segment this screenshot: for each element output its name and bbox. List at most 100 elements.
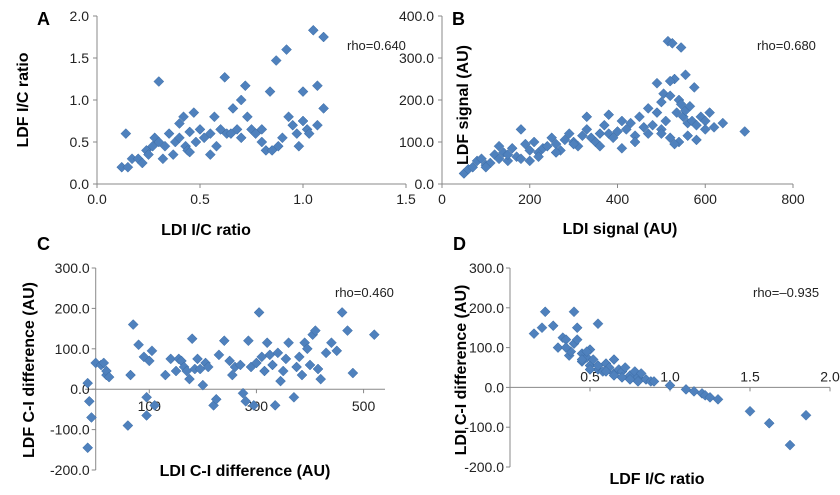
y-tick-label: 300.0 <box>55 260 90 276</box>
data-point <box>520 138 531 150</box>
data-point <box>248 400 260 411</box>
y-tick-label: 200.0 <box>399 92 434 108</box>
data-point <box>675 98 687 110</box>
data-point <box>651 77 663 89</box>
y-tick-label: 200.0 <box>469 300 504 316</box>
data-point <box>571 334 583 345</box>
x-tick-label: 0.0 <box>87 191 107 207</box>
data-point <box>261 337 273 349</box>
x-tick-label: 1.5 <box>396 191 416 207</box>
data-point <box>638 121 650 133</box>
data-point <box>612 126 623 137</box>
panel-b: 0 200 400 600 800 0.0 100.0 200.0 300.0 400.0 Brho… <box>399 8 816 238</box>
data-point <box>82 377 94 389</box>
data-point <box>642 103 654 114</box>
panel-letter: B <box>452 9 465 29</box>
data-point <box>283 111 294 123</box>
y-tick-label: 0.0 <box>415 176 435 192</box>
data-point <box>616 115 628 127</box>
data-point <box>184 373 195 385</box>
y-tick-label: 200.0 <box>55 300 90 316</box>
data-point <box>280 353 292 365</box>
data-point <box>253 307 265 318</box>
data-point <box>235 359 246 371</box>
data-point <box>293 140 305 152</box>
data-point <box>619 362 631 373</box>
x-axis-title: LDI C-I difference (AU) <box>160 463 331 480</box>
data-point <box>581 111 593 123</box>
data-point <box>571 322 583 334</box>
data-point <box>192 353 203 365</box>
data-point <box>125 369 136 381</box>
data-point <box>691 134 702 146</box>
data-point <box>576 354 588 365</box>
data-point <box>272 140 284 152</box>
data-point <box>539 306 551 318</box>
data-point <box>682 130 694 142</box>
data-point <box>691 119 702 131</box>
data-point <box>664 75 676 87</box>
y-axis-title: LDI C-I difference (AU) <box>453 285 470 456</box>
data-point <box>677 111 689 123</box>
data-point <box>291 361 302 373</box>
data-point <box>301 343 313 355</box>
data-point <box>184 126 196 138</box>
y-axis-title: LDF C-I difference (AU) <box>21 282 38 458</box>
data-point <box>547 320 559 332</box>
y-tick-label: 0.0 <box>70 176 90 192</box>
data-point <box>256 124 268 135</box>
data-point <box>603 109 615 121</box>
data-point <box>264 86 276 97</box>
data-point <box>550 147 562 158</box>
data-point <box>127 319 139 330</box>
data-point <box>277 365 289 377</box>
data-point <box>269 400 281 411</box>
data-point <box>312 80 323 92</box>
data-point <box>133 339 144 351</box>
data-point <box>213 349 225 361</box>
x-tick-label: 1.0 <box>293 191 313 207</box>
data-point <box>178 111 189 123</box>
data-point <box>231 124 243 135</box>
data-point <box>153 136 165 148</box>
y-tick-label: 1.0 <box>70 92 90 108</box>
data-point <box>186 333 198 345</box>
data-point <box>552 342 564 353</box>
data-point <box>235 132 247 144</box>
data-point <box>219 71 231 83</box>
data-point <box>502 149 514 160</box>
data-point <box>476 153 487 165</box>
data-point <box>347 367 359 379</box>
data-point <box>143 149 154 160</box>
data-point <box>307 24 319 36</box>
data-point <box>272 347 284 359</box>
data-point <box>122 161 134 173</box>
data-point <box>480 161 492 173</box>
data-point <box>297 115 309 127</box>
data-point <box>608 370 620 381</box>
data-point <box>120 128 132 139</box>
data-point <box>493 140 505 152</box>
data-point <box>239 80 251 92</box>
data-point <box>210 393 222 405</box>
data-point <box>264 349 276 361</box>
data-point <box>616 142 628 154</box>
y-tick-label: 300.0 <box>469 260 504 276</box>
data-point <box>784 439 796 451</box>
data-point <box>267 359 278 371</box>
data-point <box>136 157 148 169</box>
y-axis-title: LDF signal (AU) <box>455 45 472 165</box>
data-point <box>598 119 610 131</box>
data-point <box>506 142 518 154</box>
data-point <box>528 328 540 340</box>
data-point <box>658 88 669 100</box>
data-point <box>763 417 775 429</box>
data-point <box>594 140 606 152</box>
data-point <box>515 153 527 165</box>
data-point <box>560 342 572 353</box>
data-point <box>688 82 700 93</box>
data-point <box>243 335 254 347</box>
x-tick-label: 0.5 <box>190 191 210 207</box>
data-point <box>739 126 751 137</box>
data-point <box>616 372 628 383</box>
